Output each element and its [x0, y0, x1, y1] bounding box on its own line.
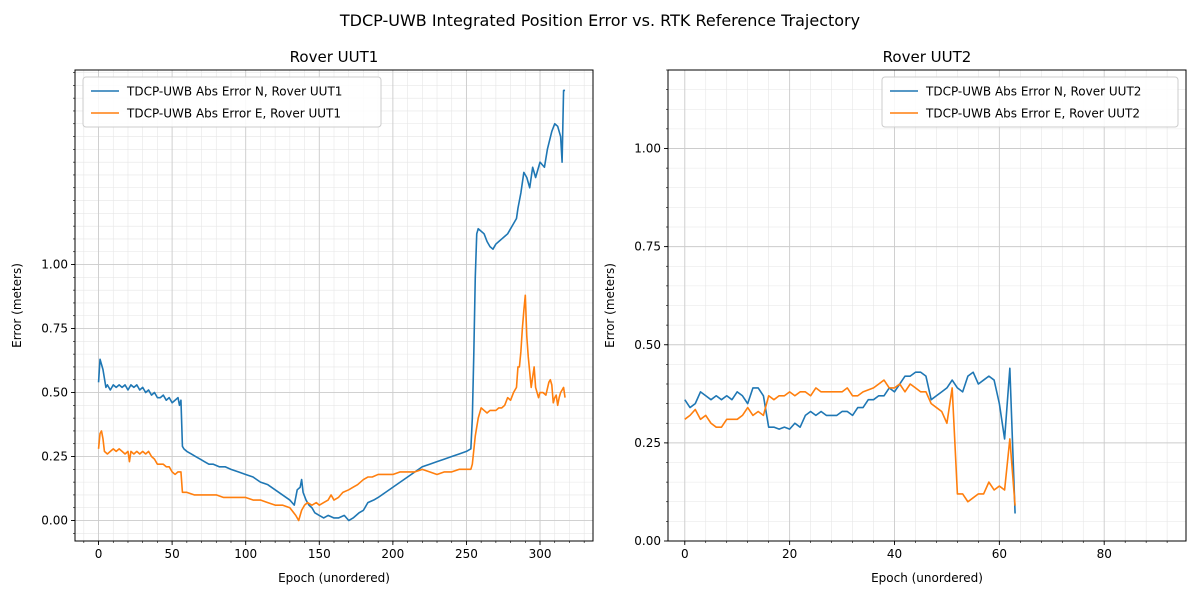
y-tick-label: 0.50: [41, 386, 68, 400]
legend-label: TDCP-UWB Abs Error N, Rover UUT1: [126, 85, 342, 99]
subplot-rover-uut2: 0 20 40 60 80 0.00 0.25 0.50 0.75 1.00 Rover UUT2 E…: [603, 48, 1187, 585]
y-tick-label: 0.00: [634, 534, 661, 548]
x-tick-label: 20: [782, 547, 797, 561]
x-tick-label: 50: [164, 547, 179, 561]
y-tick-label: 0.25: [41, 450, 68, 464]
y-tick-label: 1.00: [41, 258, 68, 272]
x-axis-label: Epoch (unordered): [278, 571, 390, 585]
y-tick-label: 0.50: [634, 338, 661, 352]
subplot-rover-uut1: 0 50 100 150 200 250 300 0.00 0.25 0.50 0.75 1.00 Ro…: [10, 48, 594, 585]
x-tick-label: 80: [1097, 547, 1112, 561]
x-tick-label: 200: [381, 547, 404, 561]
y-tick-label: 1.00: [634, 142, 661, 156]
x-tick-label: 40: [887, 547, 902, 561]
y-axis-label: Error (meters): [603, 263, 617, 348]
grid: [75, 70, 593, 541]
subplot-title: Rover UUT2: [883, 48, 972, 66]
y-tick-label: 0.75: [41, 322, 68, 336]
series-line-abs-error-e: [97, 294, 566, 522]
series-line-abs-error-e: [684, 379, 1016, 506]
y-axis-label: Error (meters): [10, 263, 24, 348]
x-tick-label: 300: [529, 547, 552, 561]
figure-suptitle: TDCP-UWB Integrated Position Error vs. R…: [339, 11, 860, 30]
x-tick-label: 0: [681, 547, 689, 561]
y-tick-label: 0.25: [634, 436, 661, 450]
legend-label: TDCP-UWB Abs Error E, Rover UUT2: [925, 107, 1140, 121]
legend-label: TDCP-UWB Abs Error E, Rover UUT1: [126, 107, 341, 121]
legend: TDCP-UWB Abs Error N, Rover UUT1 TDCP-UWB…: [82, 76, 382, 128]
x-tick-label: 60: [992, 547, 1007, 561]
y-tick-label: 0.00: [41, 514, 68, 528]
y-tick-label: 0.75: [634, 240, 661, 254]
legend-label: TDCP-UWB Abs Error N, Rover UUT2: [925, 85, 1141, 99]
series-line-abs-error-n: [684, 367, 1016, 514]
x-tick-label: 250: [455, 547, 478, 561]
legend-box: [881, 76, 1179, 128]
legend-box: [82, 76, 382, 128]
x-axis-label: Epoch (unordered): [871, 571, 983, 585]
series-line-abs-error-n: [97, 89, 566, 522]
subplot-title: Rover UUT1: [290, 48, 379, 66]
x-tick-label: 0: [95, 547, 103, 561]
x-tick-label: 150: [308, 547, 331, 561]
legend: TDCP-UWB Abs Error N, Rover UUT2 TDCP-UWB…: [881, 76, 1179, 128]
x-tick-label: 100: [234, 547, 257, 561]
